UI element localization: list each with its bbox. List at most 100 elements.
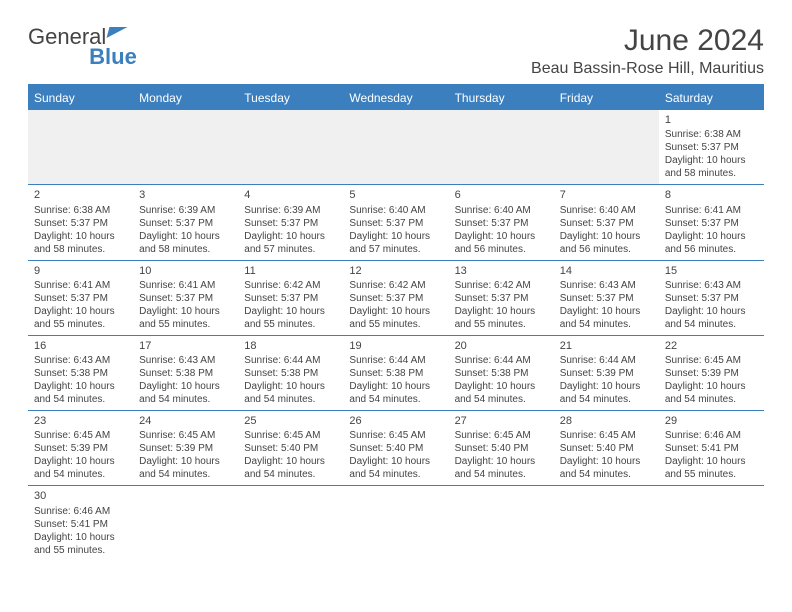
- day-line: Daylight: 10 hours: [560, 305, 653, 318]
- day-number: 25: [244, 414, 337, 428]
- day-number: 16: [34, 339, 127, 353]
- day-line: Sunrise: 6:45 AM: [139, 429, 232, 442]
- day-line: Sunset: 5:40 PM: [560, 442, 653, 455]
- day-line: Sunrise: 6:44 AM: [560, 354, 653, 367]
- day-line: Sunset: 5:40 PM: [349, 442, 442, 455]
- day-number: 23: [34, 414, 127, 428]
- day-line: and 54 minutes.: [34, 468, 127, 481]
- day-number: 1: [665, 113, 758, 127]
- day-line: and 55 minutes.: [665, 468, 758, 481]
- day-line: Daylight: 10 hours: [34, 380, 127, 393]
- day-line: Daylight: 10 hours: [34, 455, 127, 468]
- day-line: Daylight: 10 hours: [139, 455, 232, 468]
- day-number: 13: [455, 264, 548, 278]
- logo-flag-icon: [107, 27, 128, 38]
- day-line: Sunrise: 6:38 AM: [34, 204, 127, 217]
- day-cell: 1Sunrise: 6:38 AMSunset: 5:37 PMDaylight…: [659, 110, 764, 185]
- day-line: Sunset: 5:38 PM: [139, 367, 232, 380]
- day-cell: 27Sunrise: 6:45 AMSunset: 5:40 PMDayligh…: [449, 411, 554, 486]
- day-cell: [133, 110, 238, 185]
- day-line: Sunset: 5:41 PM: [34, 518, 127, 531]
- day-line: and 54 minutes.: [560, 393, 653, 406]
- day-line: Sunrise: 6:43 AM: [665, 279, 758, 292]
- day-line: Daylight: 10 hours: [455, 380, 548, 393]
- day-line: Sunrise: 6:41 AM: [139, 279, 232, 292]
- day-cell: [238, 110, 343, 185]
- day-number: 2: [34, 188, 127, 202]
- day-number: 4: [244, 188, 337, 202]
- day-cell: 5Sunrise: 6:40 AMSunset: 5:37 PMDaylight…: [343, 185, 448, 260]
- day-line: Sunrise: 6:42 AM: [455, 279, 548, 292]
- day-line: and 56 minutes.: [560, 243, 653, 256]
- day-line: Sunset: 5:37 PM: [244, 217, 337, 230]
- day-line: Sunrise: 6:40 AM: [455, 204, 548, 217]
- day-line: Sunrise: 6:45 AM: [244, 429, 337, 442]
- day-line: Sunset: 5:37 PM: [349, 292, 442, 305]
- day-line: Sunset: 5:41 PM: [665, 442, 758, 455]
- day-line: Daylight: 10 hours: [349, 380, 442, 393]
- day-line: Daylight: 10 hours: [244, 455, 337, 468]
- day-line: Daylight: 10 hours: [560, 455, 653, 468]
- day-line: Sunset: 5:37 PM: [560, 217, 653, 230]
- day-line: Daylight: 10 hours: [349, 230, 442, 243]
- day-line: Sunrise: 6:39 AM: [139, 204, 232, 217]
- day-line: Daylight: 10 hours: [665, 230, 758, 243]
- day-line: Sunset: 5:38 PM: [455, 367, 548, 380]
- day-line: and 54 minutes.: [34, 393, 127, 406]
- day-header: Wednesday: [343, 85, 448, 110]
- day-cell: [28, 110, 133, 185]
- day-line: Sunset: 5:37 PM: [34, 217, 127, 230]
- calendar-table: SundayMondayTuesdayWednesdayThursdayFrid…: [28, 84, 764, 561]
- day-line: and 55 minutes.: [34, 318, 127, 331]
- day-line: Daylight: 10 hours: [244, 380, 337, 393]
- day-line: Sunrise: 6:38 AM: [665, 128, 758, 141]
- day-line: and 56 minutes.: [665, 243, 758, 256]
- day-cell: 4Sunrise: 6:39 AMSunset: 5:37 PMDaylight…: [238, 185, 343, 260]
- day-line: and 54 minutes.: [139, 393, 232, 406]
- day-cell: 8Sunrise: 6:41 AMSunset: 5:37 PMDaylight…: [659, 185, 764, 260]
- day-line: Daylight: 10 hours: [455, 455, 548, 468]
- day-line: and 54 minutes.: [455, 468, 548, 481]
- day-cell: [449, 110, 554, 185]
- day-line: Sunset: 5:39 PM: [139, 442, 232, 455]
- day-line: Sunrise: 6:39 AM: [244, 204, 337, 217]
- day-number: 24: [139, 414, 232, 428]
- day-line: Sunrise: 6:43 AM: [34, 354, 127, 367]
- day-line: Daylight: 10 hours: [139, 380, 232, 393]
- day-line: Sunrise: 6:42 AM: [349, 279, 442, 292]
- day-line: Sunrise: 6:44 AM: [455, 354, 548, 367]
- day-line: and 55 minutes.: [349, 318, 442, 331]
- day-cell: [659, 486, 764, 561]
- calendar-body: 1Sunrise: 6:38 AMSunset: 5:37 PMDaylight…: [28, 110, 764, 561]
- day-line: Sunrise: 6:42 AM: [244, 279, 337, 292]
- day-line: Sunset: 5:37 PM: [665, 217, 758, 230]
- day-line: and 54 minutes.: [139, 468, 232, 481]
- day-line: and 58 minutes.: [665, 167, 758, 180]
- day-header: Monday: [133, 85, 238, 110]
- day-cell: 16Sunrise: 6:43 AMSunset: 5:38 PMDayligh…: [28, 335, 133, 410]
- day-number: 12: [349, 264, 442, 278]
- day-cell: 24Sunrise: 6:45 AMSunset: 5:39 PMDayligh…: [133, 411, 238, 486]
- day-line: Sunrise: 6:43 AM: [560, 279, 653, 292]
- day-cell: [343, 110, 448, 185]
- day-line: Daylight: 10 hours: [34, 531, 127, 544]
- day-cell: [554, 486, 659, 561]
- day-cell: 13Sunrise: 6:42 AMSunset: 5:37 PMDayligh…: [449, 260, 554, 335]
- day-cell: 25Sunrise: 6:45 AMSunset: 5:40 PMDayligh…: [238, 411, 343, 486]
- day-number: 29: [665, 414, 758, 428]
- day-line: Daylight: 10 hours: [665, 154, 758, 167]
- day-cell: 6Sunrise: 6:40 AMSunset: 5:37 PMDaylight…: [449, 185, 554, 260]
- day-line: Sunset: 5:39 PM: [34, 442, 127, 455]
- day-line: and 54 minutes.: [349, 393, 442, 406]
- calendar-page: General June 2024 Beau Bassin-Rose Hill,…: [0, 0, 792, 585]
- day-cell: 20Sunrise: 6:44 AMSunset: 5:38 PMDayligh…: [449, 335, 554, 410]
- day-number: 21: [560, 339, 653, 353]
- day-cell: 14Sunrise: 6:43 AMSunset: 5:37 PMDayligh…: [554, 260, 659, 335]
- day-number: 9: [34, 264, 127, 278]
- day-line: and 54 minutes.: [560, 468, 653, 481]
- day-line: Sunrise: 6:45 AM: [665, 354, 758, 367]
- day-cell: 29Sunrise: 6:46 AMSunset: 5:41 PMDayligh…: [659, 411, 764, 486]
- day-line: Sunrise: 6:46 AM: [34, 505, 127, 518]
- day-cell: 7Sunrise: 6:40 AMSunset: 5:37 PMDaylight…: [554, 185, 659, 260]
- day-number: 19: [349, 339, 442, 353]
